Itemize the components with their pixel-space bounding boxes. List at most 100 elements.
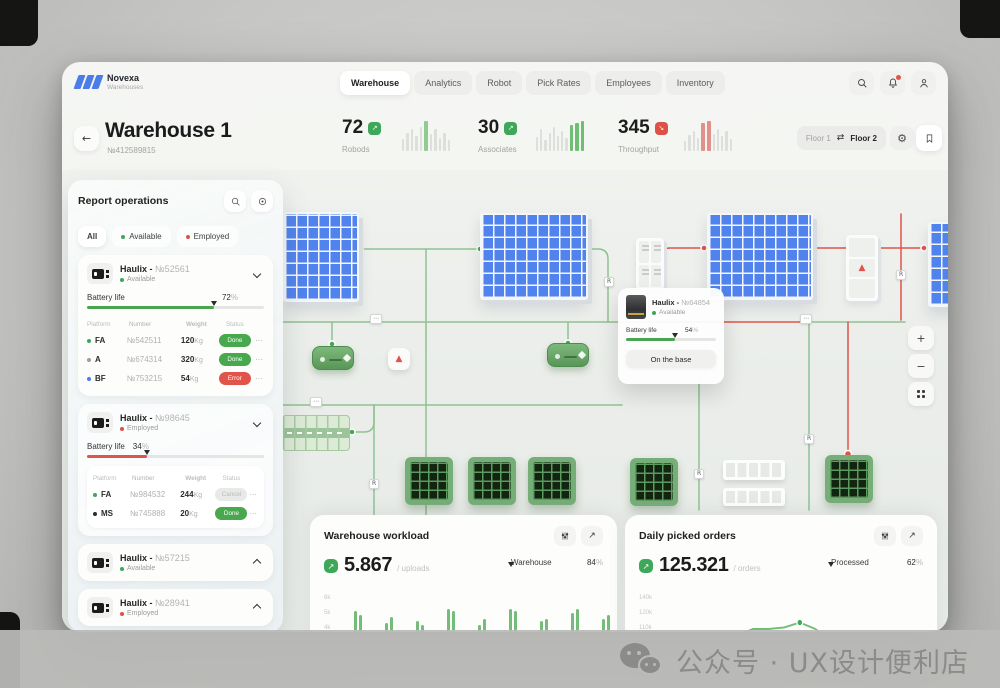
notifications-button[interactable]: [880, 71, 905, 95]
tab-pick-rates[interactable]: Pick Rates: [526, 71, 592, 95]
charging-module-4[interactable]: [630, 458, 678, 506]
settings-button[interactable]: ⚙: [890, 126, 914, 150]
storage-rack-1[interactable]: [283, 212, 359, 302]
battery-fill: [87, 306, 215, 309]
layers-button[interactable]: [908, 382, 934, 406]
filter-all[interactable]: All: [78, 226, 107, 247]
panel-locate-button[interactable]: [251, 190, 273, 212]
path-tag: R: [604, 277, 615, 287]
zoom-in-button[interactable]: +: [908, 326, 934, 350]
tab-inventory[interactable]: Inventory: [665, 71, 725, 95]
robot-name: Haulix - №28941: [120, 598, 190, 608]
logo-icon: [73, 75, 104, 90]
platform: BF: [95, 374, 106, 383]
charging-module-1[interactable]: [405, 457, 453, 505]
battery-value: 54: [684, 327, 693, 334]
metric-value: 62: [906, 558, 916, 567]
table-row[interactable]: A №674314 320Kg Done ⋯: [87, 350, 264, 369]
chevron-up-icon[interactable]: [252, 558, 262, 567]
charging-module-3[interactable]: [528, 457, 576, 505]
tab-robot[interactable]: Robot: [476, 71, 523, 95]
alert-shelf-unit[interactable]: ▲: [846, 235, 878, 301]
shelf-unit[interactable]: [636, 238, 664, 290]
bookmark-button[interactable]: [916, 125, 942, 151]
chevron-down-icon[interactable]: [252, 418, 262, 427]
robot-unit-1[interactable]: [312, 346, 354, 370]
sparkle-icon: [342, 353, 352, 363]
storage-rack-3[interactable]: [707, 213, 813, 300]
table-row[interactable]: FA №984532 244Kg Cancel ⋯: [93, 485, 258, 504]
status-badge[interactable]: Cancel: [215, 488, 248, 501]
metric-marker: [828, 562, 834, 567]
battery-progress: [87, 450, 264, 458]
tab-analytics[interactable]: Analytics: [414, 71, 473, 95]
workload-value: 5.867: [344, 554, 393, 576]
shelf-row-2[interactable]: [723, 488, 785, 506]
storage-rack-4[interactable]: [928, 222, 948, 307]
row-menu-button[interactable]: ⋯: [255, 336, 264, 345]
table-row[interactable]: BF №753215 54Kg Error ⋯: [87, 369, 264, 388]
filter-button[interactable]: [874, 526, 896, 546]
warning-marker[interactable]: ▲: [388, 348, 410, 370]
status-badge[interactable]: Done: [218, 353, 251, 366]
tab-employees[interactable]: Employees: [595, 71, 662, 95]
stat-sparkline-robods: [402, 117, 450, 151]
row-menu-button[interactable]: ⋯: [255, 374, 264, 383]
filter-button[interactable]: [554, 526, 576, 546]
status-badge[interactable]: Done: [218, 334, 251, 347]
filter-employed[interactable]: Employed: [176, 226, 239, 247]
row-menu-button[interactable]: ⋯: [249, 490, 258, 499]
stat-value: 30: [478, 117, 500, 138]
zoom-out-button[interactable]: −: [908, 354, 934, 378]
filter-available[interactable]: Available: [112, 226, 171, 247]
brand-logo[interactable]: Novexa Warehouses: [73, 73, 143, 91]
robot-name: Haulix - №57215: [120, 553, 190, 563]
weight-unit: Kg: [194, 357, 203, 364]
main-nav: Warehouse Analytics Robot Pick Rates Emp…: [340, 71, 725, 95]
row-menu-button[interactable]: ⋯: [255, 355, 264, 364]
filter-chips: All Available Employed: [78, 226, 273, 247]
col-platform: Platform: [87, 320, 111, 328]
stat-sparkline-associates: [536, 117, 584, 151]
tab-warehouse[interactable]: Warehouse: [340, 71, 411, 95]
stat-label: Associates: [478, 145, 517, 154]
chevron-down-icon[interactable]: [252, 269, 262, 278]
expand-button[interactable]: ↗: [581, 526, 603, 546]
workload-unit: / uploads: [397, 564, 430, 573]
on-the-base-button[interactable]: On the base: [626, 350, 716, 368]
green-dot: [121, 234, 126, 239]
col-platform: Platform: [93, 474, 117, 482]
floor-switch[interactable]: Floor 1 ⇄ Floor 2: [796, 126, 886, 150]
page-title: Warehouse 1: [105, 119, 232, 142]
stat-label: Robods: [342, 145, 370, 154]
name-text: Haulix -: [120, 598, 153, 608]
expand-button[interactable]: ↗: [901, 526, 923, 546]
chevron-up-icon[interactable]: [252, 603, 262, 612]
search-button[interactable]: [849, 71, 874, 95]
robot-unit-2[interactable]: [547, 343, 589, 367]
stat-value: 72: [342, 117, 364, 138]
status-badge[interactable]: Done: [215, 507, 248, 520]
charging-module-5[interactable]: [825, 455, 873, 503]
floor-1-label[interactable]: Floor 1: [805, 133, 831, 143]
conveyor-belt[interactable]: [282, 415, 350, 451]
charging-module-2[interactable]: [468, 457, 516, 505]
warning-triangle-icon: ▲: [395, 354, 403, 364]
bar-series: [344, 593, 610, 632]
shelf-row-1[interactable]: [723, 460, 785, 480]
table-row[interactable]: MS №745888 20Kg Done ⋯: [93, 504, 258, 523]
back-button[interactable]: ←: [74, 126, 99, 151]
watermark-bar: 公众号 · UX设计便利店: [0, 630, 1000, 688]
row-menu-button[interactable]: ⋯: [249, 509, 258, 518]
daily-picked-orders-card: Daily picked orders ↗ ↗ 125.321 / orders…: [625, 515, 937, 632]
profile-button[interactable]: [911, 71, 936, 95]
storage-rack-2[interactable]: [480, 213, 588, 300]
panel-search-button[interactable]: [224, 190, 246, 212]
robot-name-text: Haulix -: [652, 298, 680, 307]
floor-2-label[interactable]: Floor 2: [850, 133, 877, 143]
table-row[interactable]: FA №542511 120Kg Done ⋯: [87, 331, 264, 350]
weight: 320: [180, 355, 195, 364]
status-badge[interactable]: Error: [218, 372, 251, 385]
platform-dot: [93, 511, 97, 516]
alert-triangle-icon: ▲: [858, 263, 866, 273]
